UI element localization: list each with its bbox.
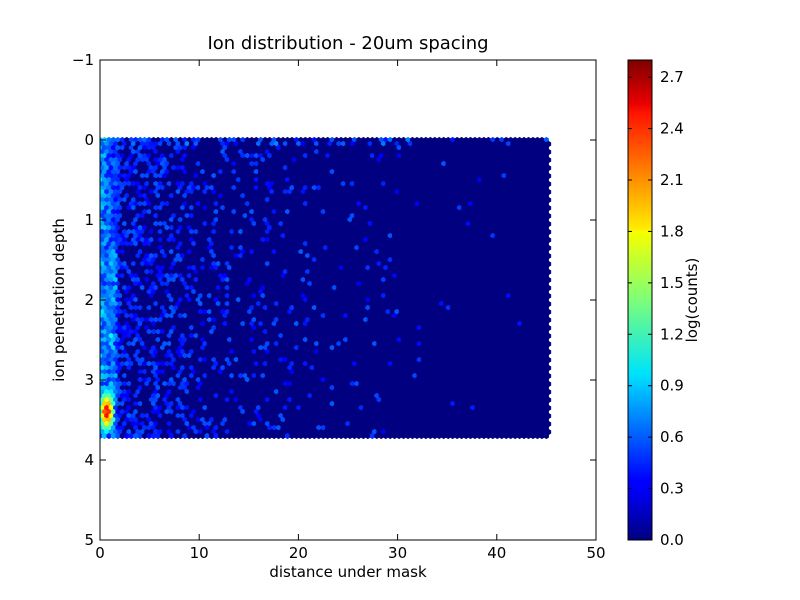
chart-title: Ion distribution - 20um spacing: [207, 33, 488, 54]
hexbin-cells: [100, 136, 552, 440]
